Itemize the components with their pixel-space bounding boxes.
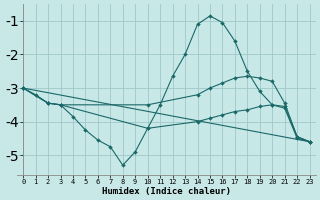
X-axis label: Humidex (Indice chaleur): Humidex (Indice chaleur) [102,187,231,196]
